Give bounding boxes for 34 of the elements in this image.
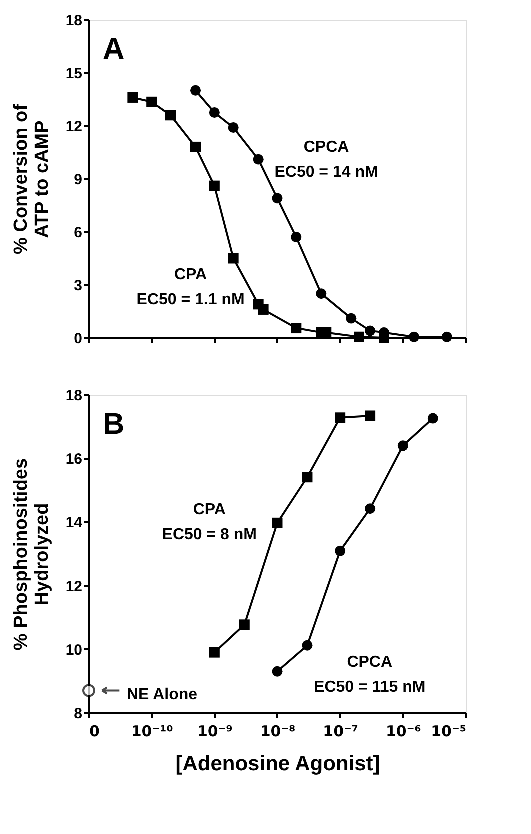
y-axis-title: % Conversion of ATP to cAMP <box>10 104 53 254</box>
y-tick-label: 0 <box>74 330 82 348</box>
text: CPCA <box>347 654 393 672</box>
y-tick-label: 18 <box>66 388 82 404</box>
annotation: A <box>103 33 125 66</box>
annotation: B <box>103 408 125 441</box>
annotation: EC50 = 115 nM <box>314 679 426 696</box>
y-axis-title: % Phosphoinositides Hydrolyzed <box>10 458 53 651</box>
x-tick-label: 0 <box>90 722 100 740</box>
y-tick-label: 12 <box>66 118 82 136</box>
x-tick-label: 10⁻⁶ <box>386 722 422 740</box>
series-label: CPA <box>174 266 208 284</box>
x-tick-label: 10⁻⁷ <box>323 722 359 740</box>
x-tick-label: 10⁻⁵ <box>431 722 466 740</box>
annotation: EC50 = 14 nM <box>274 164 378 182</box>
annotation: EC50 = 1.1 nM <box>136 291 245 308</box>
annotation: NE Alone <box>127 686 198 704</box>
y-tick-label: 9 <box>74 172 82 188</box>
text: CPCA <box>304 139 350 156</box>
y-tick-label: 3 <box>74 278 82 294</box>
y-tick-label: 18 <box>66 12 82 30</box>
x-axis-title: [Adenosine Agonist] <box>176 752 380 776</box>
y-tick-label: 14 <box>66 514 84 532</box>
x-tick-label: 10⁻⁸ <box>260 722 296 740</box>
y-tick-label: 12 <box>66 578 82 596</box>
x-tick-label: 10⁻¹⁰ <box>131 722 174 740</box>
y-tick-label: 16 <box>66 451 82 468</box>
x-tick-label: 10⁻⁹ <box>197 722 233 740</box>
text: CPA <box>193 501 226 518</box>
y-tick-label: 15 <box>66 66 82 82</box>
annotation: EC50 = 8 nM <box>162 526 257 544</box>
y-tick-label: 8 <box>74 706 82 722</box>
y-tick-label: 6 <box>74 224 82 242</box>
y-tick-label: 10 <box>66 642 82 659</box>
